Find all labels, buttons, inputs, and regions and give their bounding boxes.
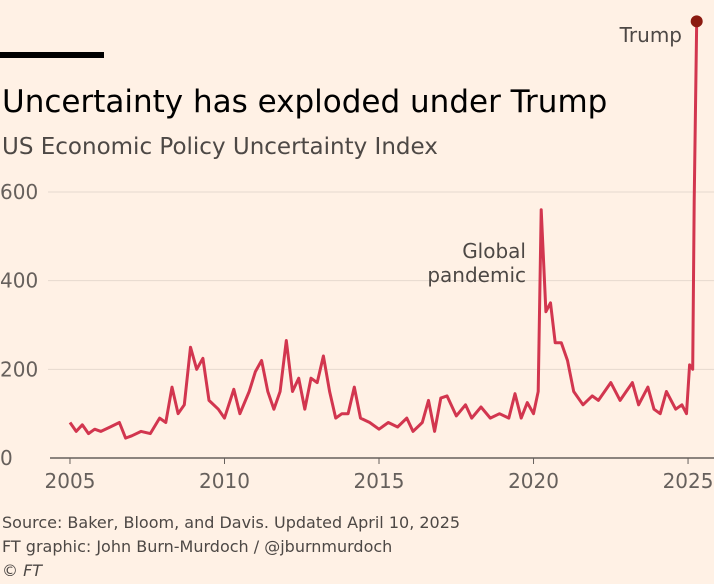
line <box>68 21 699 440</box>
chart-subtitle: US Economic Policy Uncertainty Index <box>2 134 438 160</box>
source-line: FT graphic: John Burn-Murdoch / @jburnmu… <box>2 537 392 556</box>
y-tick-label: 0 <box>0 446 13 470</box>
source-line: © FT <box>2 561 43 580</box>
x-tick-label: 2015 <box>354 469 405 493</box>
source-line: Source: Baker, Bloom, and Davis. Updated… <box>2 513 460 532</box>
brand-bar <box>0 52 104 58</box>
end-dot <box>690 15 703 28</box>
y-tick-label: 600 <box>0 180 38 204</box>
y-tick-label: 400 <box>0 269 38 293</box>
annotation: Trump <box>619 23 682 47</box>
x-tick-label: 2005 <box>45 469 96 493</box>
x-tick-label: 2020 <box>508 469 559 493</box>
y-tick-label: 200 <box>0 357 38 381</box>
x-tick-label: 2025 <box>663 469 714 493</box>
annotation: Global <box>462 239 526 263</box>
annotation: pandemic <box>427 263 526 287</box>
x-tick-label: 2010 <box>199 469 250 493</box>
chart-title: Uncertainty has exploded under Trump <box>2 84 607 120</box>
